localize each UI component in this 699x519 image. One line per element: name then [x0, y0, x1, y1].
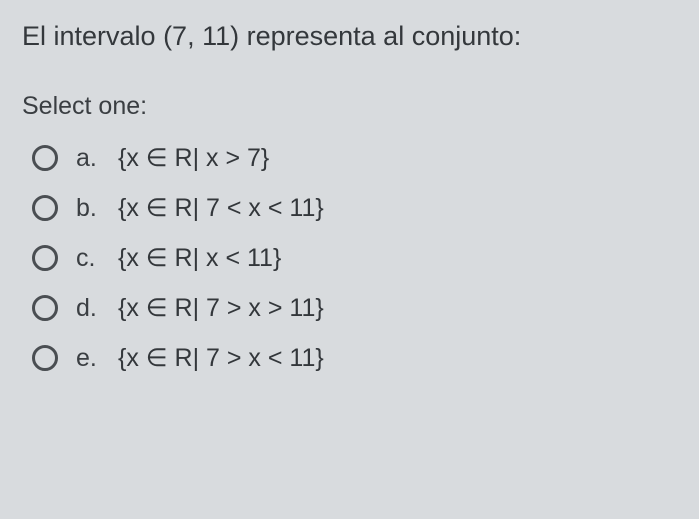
radio-icon[interactable]: [32, 195, 58, 221]
option-letter: b.: [76, 194, 118, 223]
question-text: El intervalo (7, 11) representa al conju…: [22, 18, 677, 54]
option-text: {x ∈ R| 7 > x > 11}: [118, 293, 324, 323]
option-text: {x ∈ R| 7 > x < 11}: [118, 343, 324, 373]
radio-icon[interactable]: [32, 345, 58, 371]
option-c[interactable]: c. {x ∈ R| x < 11}: [32, 243, 677, 273]
radio-icon[interactable]: [32, 145, 58, 171]
option-a[interactable]: a. {x ∈ R| x > 7}: [32, 143, 677, 173]
option-text: {x ∈ R| 7 < x < 11}: [118, 193, 324, 223]
option-e[interactable]: e. {x ∈ R| 7 > x < 11}: [32, 343, 677, 373]
radio-icon[interactable]: [32, 245, 58, 271]
option-d[interactable]: d. {x ∈ R| 7 > x > 11}: [32, 293, 677, 323]
option-letter: d.: [76, 294, 118, 323]
option-letter: e.: [76, 344, 118, 373]
option-text: {x ∈ R| x > 7}: [118, 143, 269, 173]
option-text: {x ∈ R| x < 11}: [118, 243, 281, 273]
option-letter: a.: [76, 144, 118, 173]
options-list: a. {x ∈ R| x > 7} b. {x ∈ R| 7 < x < 11}…: [22, 143, 677, 373]
radio-icon[interactable]: [32, 295, 58, 321]
select-prompt: Select one:: [22, 92, 677, 121]
option-letter: c.: [76, 244, 118, 273]
option-b[interactable]: b. {x ∈ R| 7 < x < 11}: [32, 193, 677, 223]
